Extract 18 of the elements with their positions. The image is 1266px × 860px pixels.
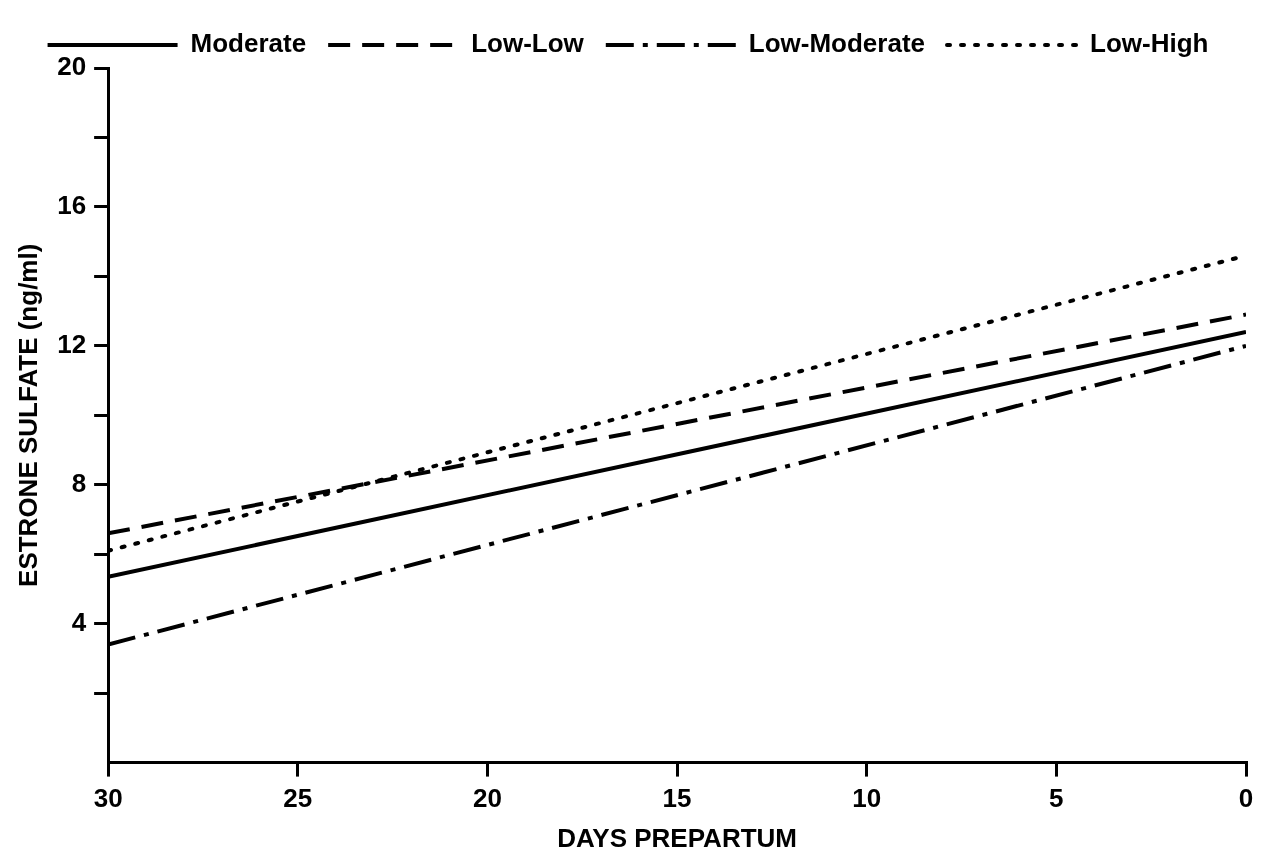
- legend-label: Low-Moderate: [748, 28, 926, 59]
- legend-label: Moderate: [190, 28, 307, 59]
- x-tick-label: 10: [852, 783, 882, 814]
- legend-label: Low-High: [1090, 28, 1209, 59]
- y-axis-title: ESTRONE SULFATE (ng/ml): [12, 243, 43, 587]
- x-tick-label: 15: [662, 783, 692, 814]
- x-tick-label: 30: [93, 783, 123, 814]
- y-tick-label: 20: [57, 51, 87, 82]
- x-tick-label: 5: [1049, 783, 1064, 814]
- y-tick-label: 8: [71, 467, 87, 498]
- y-tick-label: 12: [57, 329, 87, 360]
- x-tick-label: 20: [472, 783, 502, 814]
- legend-label: Low-Low: [471, 28, 585, 59]
- x-tick-label: 0: [1238, 783, 1254, 814]
- y-tick-label: 16: [57, 190, 87, 221]
- x-tick-label: 25: [283, 783, 313, 814]
- x-axis-title: DAYS PREPARTUM: [557, 822, 797, 853]
- y-tick-label: 4: [71, 606, 87, 637]
